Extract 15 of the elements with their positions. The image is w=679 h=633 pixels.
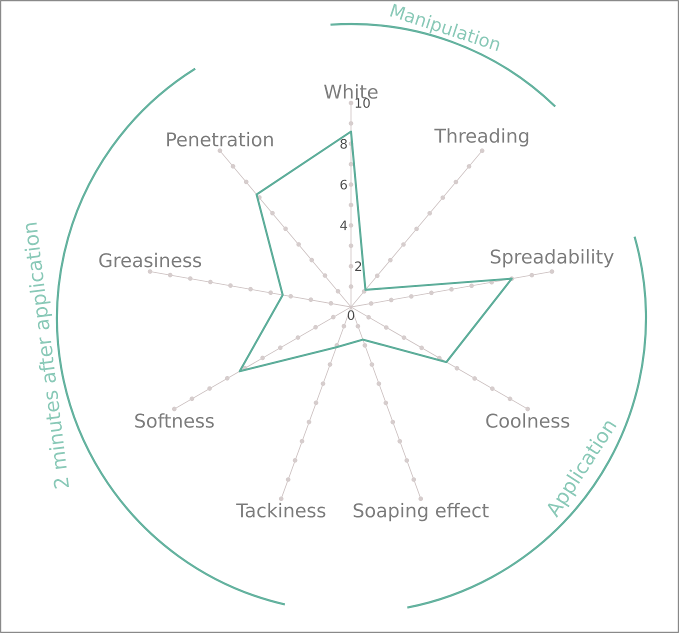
spoke-label: Spreadability	[490, 249, 614, 268]
spoke-label: Threading	[434, 128, 528, 147]
spoke-label: Softness	[135, 413, 214, 428]
y-tick-label: 10	[356, 98, 370, 108]
text: 2 minutes after application	[24, 222, 69, 488]
spoke-label: White	[324, 84, 378, 99]
y-tick-label: 4	[340, 220, 348, 230]
spoke-label: Soaping effect	[354, 502, 489, 522]
spoke-label: Tackiness	[236, 502, 326, 518]
y-tick-label: 6	[340, 180, 347, 190]
spoke-label: Greasiness	[99, 252, 202, 268]
spoke-label: Penetration	[167, 132, 273, 147]
y-tick-label: 8	[340, 138, 347, 149]
y-tick-label: 2	[355, 261, 362, 272]
y-tick-label: 0	[348, 310, 354, 320]
